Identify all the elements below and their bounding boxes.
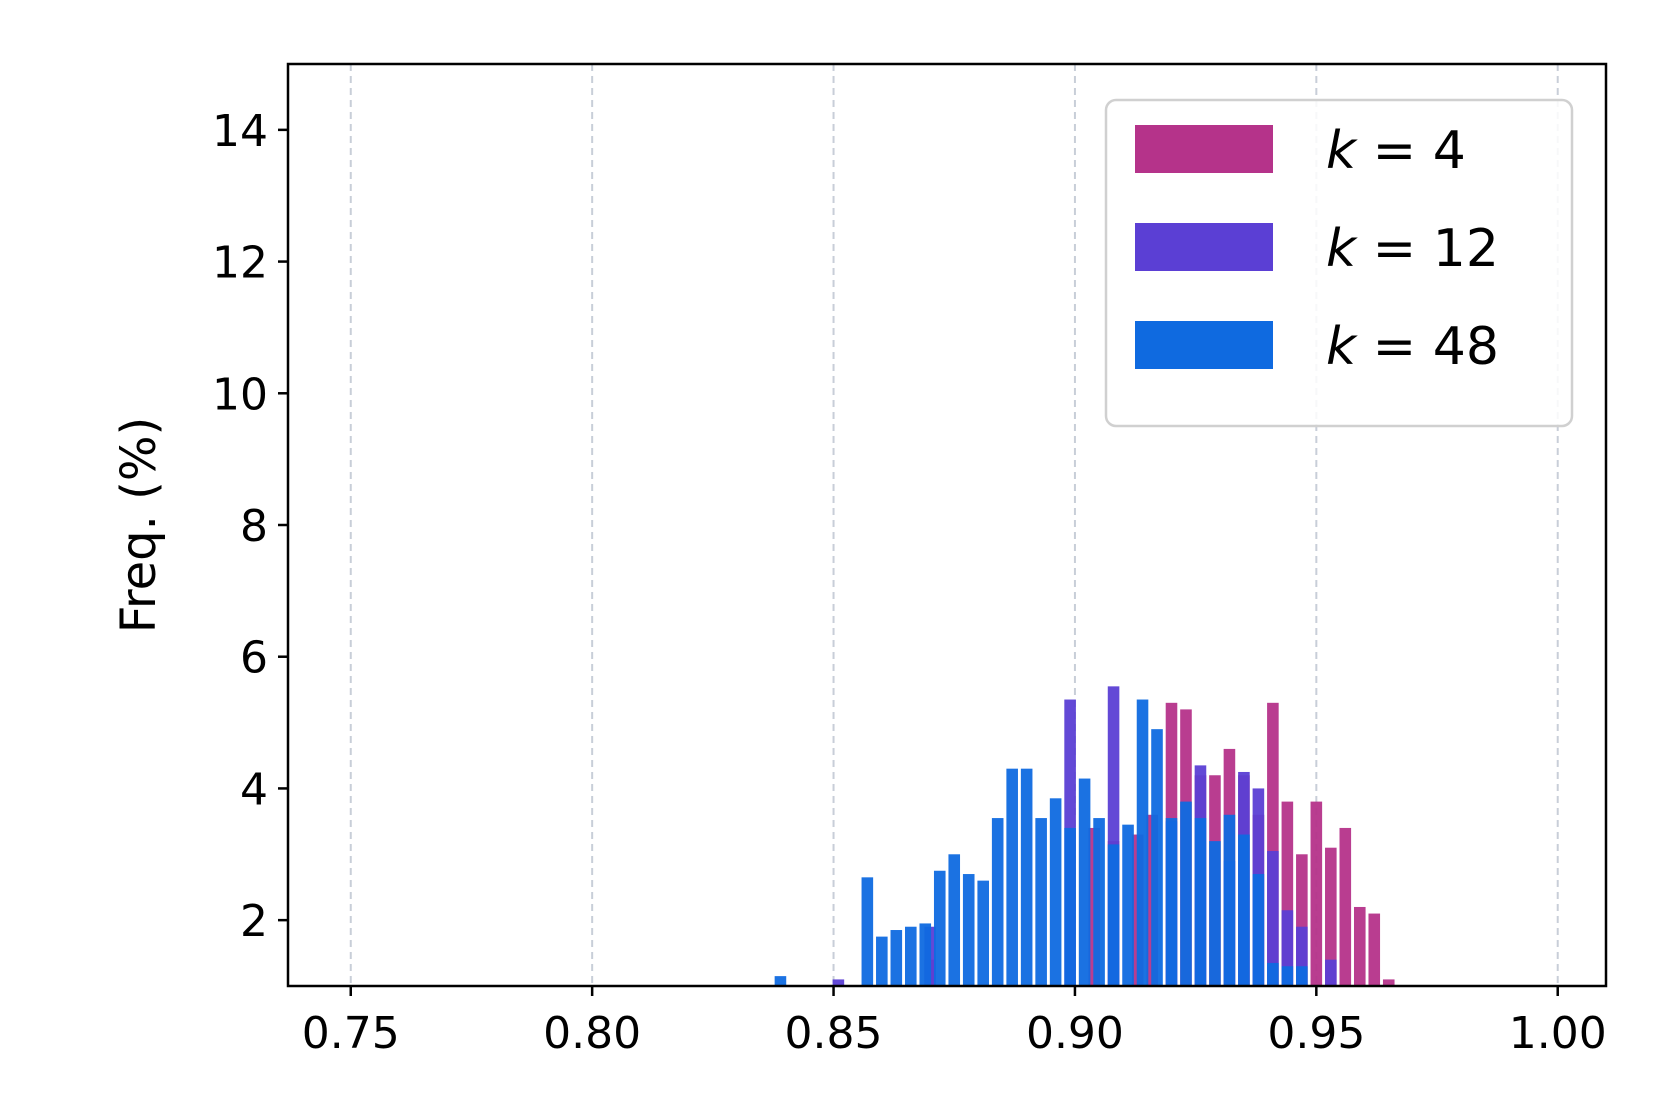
legend-label: k = 12 bbox=[1326, 219, 1499, 279]
bar-series-2 bbox=[1209, 841, 1221, 986]
bar-series-2 bbox=[890, 930, 903, 986]
bar-series-2 bbox=[904, 926, 917, 986]
bar-series-0 bbox=[1281, 801, 1294, 986]
legend-label-equals: = bbox=[1356, 121, 1433, 181]
y-tick-label: 10 bbox=[212, 369, 268, 420]
bar-series-0 bbox=[1267, 702, 1279, 986]
bar-series-2 bbox=[1093, 818, 1105, 986]
bar-series-2 bbox=[1223, 814, 1236, 986]
y-tick-label: 8 bbox=[240, 501, 268, 552]
legend-swatch bbox=[1135, 321, 1273, 369]
legend-label: k = 48 bbox=[1326, 317, 1499, 377]
legend-label-variable: k bbox=[1326, 219, 1358, 279]
bar-series-1 bbox=[1107, 686, 1120, 986]
legend-label-equals: = bbox=[1356, 219, 1433, 279]
bar-series-0 bbox=[1310, 801, 1323, 986]
bar-series-0 bbox=[1339, 827, 1352, 986]
bar-series-2 bbox=[1122, 824, 1134, 986]
bar-series-2 bbox=[1064, 827, 1076, 986]
legend-label-variable: k bbox=[1326, 121, 1358, 181]
bar-series-2 bbox=[948, 854, 961, 986]
bars bbox=[774, 686, 1395, 986]
bar-series-0 bbox=[1325, 847, 1337, 986]
y-tick-label: 12 bbox=[212, 238, 268, 289]
legend-label-variable: k bbox=[1326, 317, 1358, 377]
bar-series-2 bbox=[1194, 818, 1207, 986]
bar-series-2 bbox=[774, 976, 787, 986]
bar-series-2 bbox=[876, 936, 888, 986]
x-axis: 0.75 0.80 0.85 0.90 0.95 1.00 bbox=[302, 986, 1607, 1059]
legend-label-value: 12 bbox=[1433, 219, 1499, 279]
x-tick-label: 1.00 bbox=[1509, 1008, 1607, 1059]
legend-swatch bbox=[1135, 223, 1273, 271]
bar-series-2 bbox=[1006, 768, 1018, 986]
bar-series-1 bbox=[832, 979, 845, 986]
bar-series-2 bbox=[1165, 818, 1178, 986]
y-axis-label: Freq. (%) bbox=[111, 417, 167, 633]
bar-series-2 bbox=[991, 818, 1004, 986]
bar-series-2 bbox=[1180, 801, 1192, 986]
bar-series-2 bbox=[977, 880, 990, 986]
bar-series-0 bbox=[1368, 913, 1381, 986]
bar-series-2 bbox=[1151, 729, 1163, 986]
y-tick-label: 14 bbox=[212, 106, 268, 157]
bar-series-2 bbox=[861, 877, 874, 986]
bar-series-1 bbox=[1325, 959, 1337, 986]
bar-series-1 bbox=[1296, 926, 1308, 986]
bar-series-2 bbox=[1035, 818, 1047, 986]
bar-series-2 bbox=[1238, 834, 1250, 986]
y-tick-label: 4 bbox=[240, 764, 268, 815]
bar-series-0 bbox=[1296, 854, 1308, 986]
y-tick-label: 2 bbox=[240, 896, 268, 947]
x-tick-label: 0.80 bbox=[543, 1008, 641, 1059]
bar-series-2 bbox=[1267, 962, 1279, 986]
bar-series-2 bbox=[1252, 874, 1265, 986]
legend-label: k = 4 bbox=[1326, 121, 1466, 181]
x-tick-label: 0.95 bbox=[1267, 1008, 1365, 1059]
legend-label-value: 48 bbox=[1433, 317, 1499, 377]
bar-series-2 bbox=[1049, 798, 1062, 986]
bar-series-1 bbox=[1267, 850, 1279, 986]
bar-series-0 bbox=[1382, 979, 1395, 986]
bar-series-2 bbox=[933, 870, 946, 986]
x-tick-label: 0.75 bbox=[302, 1008, 400, 1059]
x-tick-label: 0.90 bbox=[1026, 1008, 1124, 1059]
bar-series-1 bbox=[1281, 910, 1294, 986]
bar-series-2 bbox=[1107, 844, 1120, 986]
bar-series-2 bbox=[1078, 778, 1091, 986]
bar-series-2 bbox=[919, 923, 932, 986]
legend-items: k = 4k = 12k = 48 bbox=[1135, 121, 1499, 377]
bar-series-0 bbox=[1353, 906, 1366, 986]
bar-series-2 bbox=[1136, 699, 1149, 986]
bar-series-2 bbox=[1281, 966, 1294, 986]
legend-label-equals: = bbox=[1356, 317, 1433, 377]
legend-swatch bbox=[1135, 125, 1273, 173]
bar-series-2 bbox=[962, 874, 975, 986]
x-tick-label: 0.85 bbox=[785, 1008, 883, 1059]
y-tick-label: 6 bbox=[240, 633, 268, 684]
legend: k = 4k = 12k = 48 bbox=[1104, 98, 1574, 428]
y-axis: 2 4 6 8 10 12 14 bbox=[212, 106, 288, 947]
bar-series-2 bbox=[1020, 768, 1033, 986]
bar-series-2 bbox=[1296, 966, 1308, 986]
legend-label-value: 4 bbox=[1433, 121, 1466, 181]
